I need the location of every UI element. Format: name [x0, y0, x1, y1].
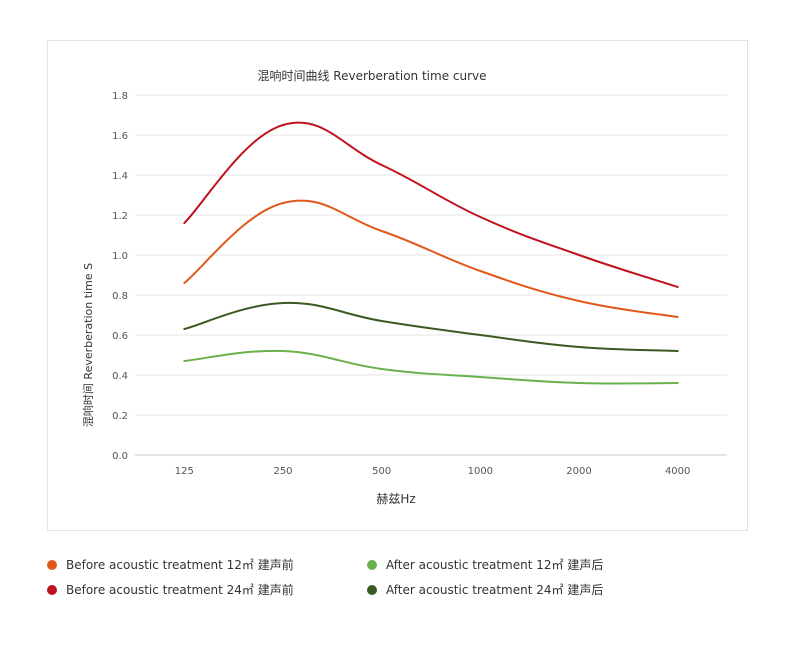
legend-label-after-12: After acoustic treatment 12㎡ 建声后: [386, 558, 604, 572]
legend-item-before-24: Before acoustic treatment 24㎡ 建声前: [47, 581, 294, 598]
legend-label-before-12: Before acoustic treatment 12㎡ 建声前: [66, 558, 294, 572]
x-tick-label: 1000: [468, 466, 493, 477]
x-tick-label: 4000: [665, 466, 690, 477]
y-tick-label: 0.6: [112, 331, 128, 342]
series-line-after-12: [183, 349, 679, 385]
x-tick-label: 250: [273, 466, 292, 477]
x-tick-label: 2000: [566, 466, 591, 477]
series-line-before-12: [183, 199, 679, 318]
legend-item-before-12: Before acoustic treatment 12㎡ 建声前: [47, 556, 294, 573]
legend-dot-after-24: [367, 584, 377, 595]
x-tick-label: 125: [175, 466, 194, 477]
y-tick-label: 0.0: [112, 451, 128, 462]
axis-layer: 0.0 0.2 0.4 0.6 0.8 1.0 1.2 1.4 1.6 1.8 125 250 500 1…: [112, 91, 690, 477]
y-tick-label: 1.8: [112, 91, 128, 102]
y-tick-label: 1.0: [112, 251, 128, 262]
chart-frame: [47, 40, 748, 531]
y-tick-label: 0.4: [112, 371, 128, 382]
x-axis-label: 赫兹Hz: [376, 492, 415, 506]
chart-title: 混响时间曲线 Reverberation time curve: [257, 68, 486, 83]
series-line-before-24: [183, 121, 679, 288]
y-tick-label: 1.2: [112, 211, 128, 222]
y-axis-label: 混响时间 Reverberation time S: [82, 263, 95, 427]
legend-dot-after-12: [367, 559, 377, 570]
x-tick-label: 500: [372, 466, 391, 477]
legend-item-after-24: After acoustic treatment 24㎡ 建声后: [367, 581, 603, 598]
y-tick-label: 1.4: [112, 171, 128, 182]
series-layer: [183, 121, 679, 385]
legend-label-after-24: After acoustic treatment 24㎡ 建声后: [386, 583, 604, 597]
series-line-after-24: [183, 301, 679, 352]
legend-item-after-12: After acoustic treatment 12㎡ 建声后: [367, 556, 603, 573]
legend-dot-before-24: [47, 584, 57, 595]
legend-label-before-24: Before acoustic treatment 24㎡ 建声前: [66, 583, 294, 597]
grid-layer: [135, 94, 727, 456]
y-tick-label: 0.8: [112, 291, 128, 302]
legend-dot-before-12: [47, 559, 57, 570]
y-tick-label: 0.2: [112, 411, 128, 422]
y-tick-label: 1.6: [112, 131, 128, 142]
